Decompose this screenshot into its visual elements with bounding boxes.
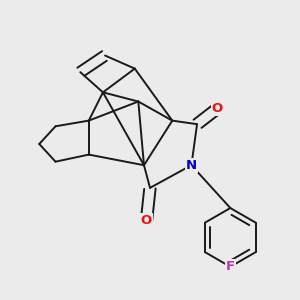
Text: F: F bbox=[226, 260, 235, 273]
Text: N: N bbox=[186, 159, 197, 172]
Text: O: O bbox=[212, 102, 223, 115]
Text: O: O bbox=[141, 214, 152, 227]
